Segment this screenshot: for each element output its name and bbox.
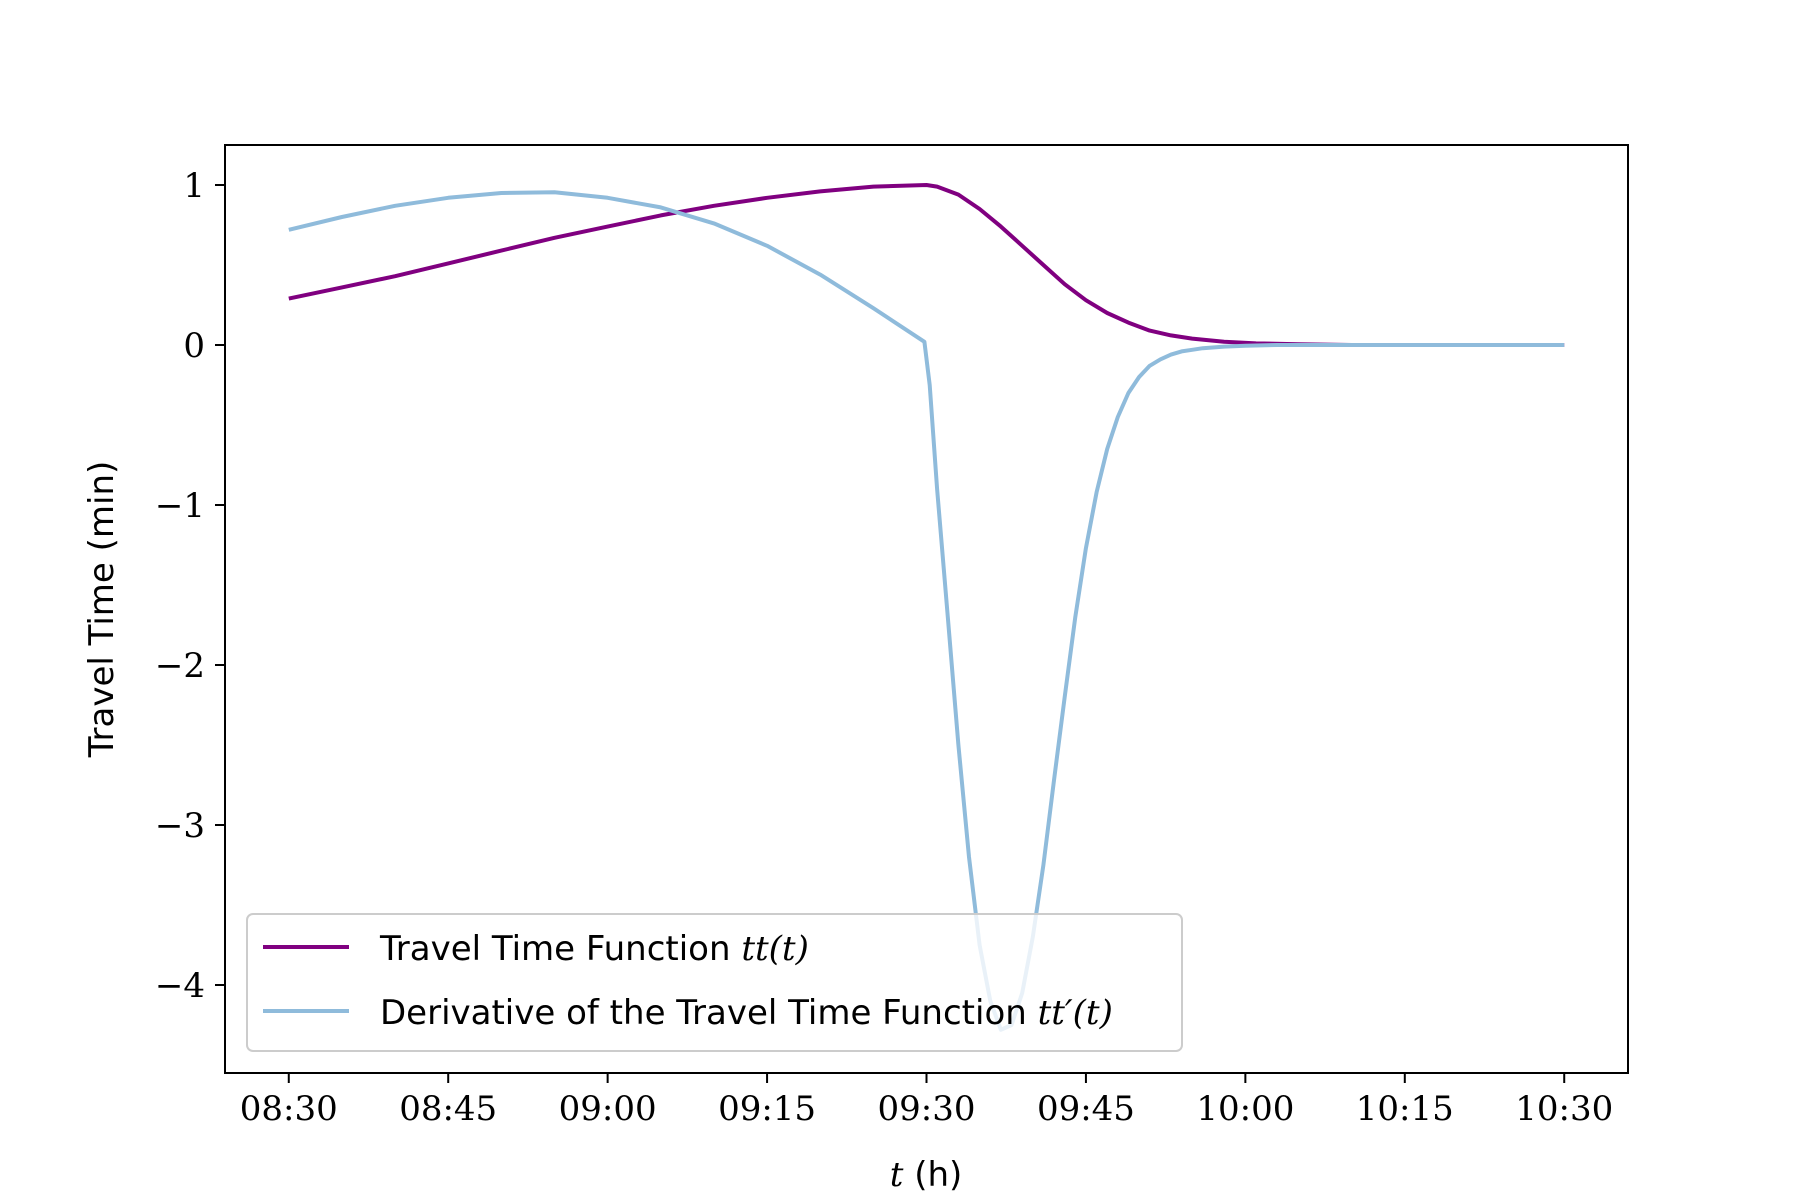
x-axis-label: t (h) (890, 1155, 963, 1195)
y-axis-ticks: 1 0 −1 −2 −3 −4 (155, 166, 225, 1006)
legend-box (246, 913, 1183, 1052)
y-tick-label: −4 (155, 966, 205, 1006)
x-tick-label: 08:45 (399, 1089, 497, 1129)
x-tick-label: 09:00 (559, 1089, 657, 1129)
x-tick-label: 10:30 (1515, 1089, 1613, 1129)
series-line-0 (288, 183, 1565, 347)
legend-label-tt-derivative: Derivative of the Travel Time Function t… (380, 993, 1113, 1033)
y-tick-label: −1 (155, 486, 205, 526)
x-tick-label: 09:15 (718, 1089, 816, 1129)
x-tick-label: 08:30 (240, 1089, 338, 1129)
legend: Travel Time Function tt(t) Derivative of… (246, 913, 1183, 1052)
x-axis-ticks: 08:30 08:45 09:00 09:15 09:30 09:45 10:00 10:15… (240, 1073, 1613, 1129)
x-tick-label: 10:00 (1196, 1089, 1294, 1129)
y-tick-label: 0 (183, 326, 205, 366)
x-tick-label: 10:15 (1356, 1089, 1454, 1129)
y-tick-label: −3 (155, 806, 205, 846)
y-tick-label: −2 (155, 646, 205, 686)
y-tick-label: 1 (183, 166, 205, 206)
x-tick-label: 09:30 (878, 1089, 976, 1129)
legend-label-tt: Travel Time Function tt(t) (379, 929, 809, 969)
x-tick-label: 09:45 (1037, 1089, 1135, 1129)
y-axis-label: Travel Time (min) (82, 461, 122, 759)
